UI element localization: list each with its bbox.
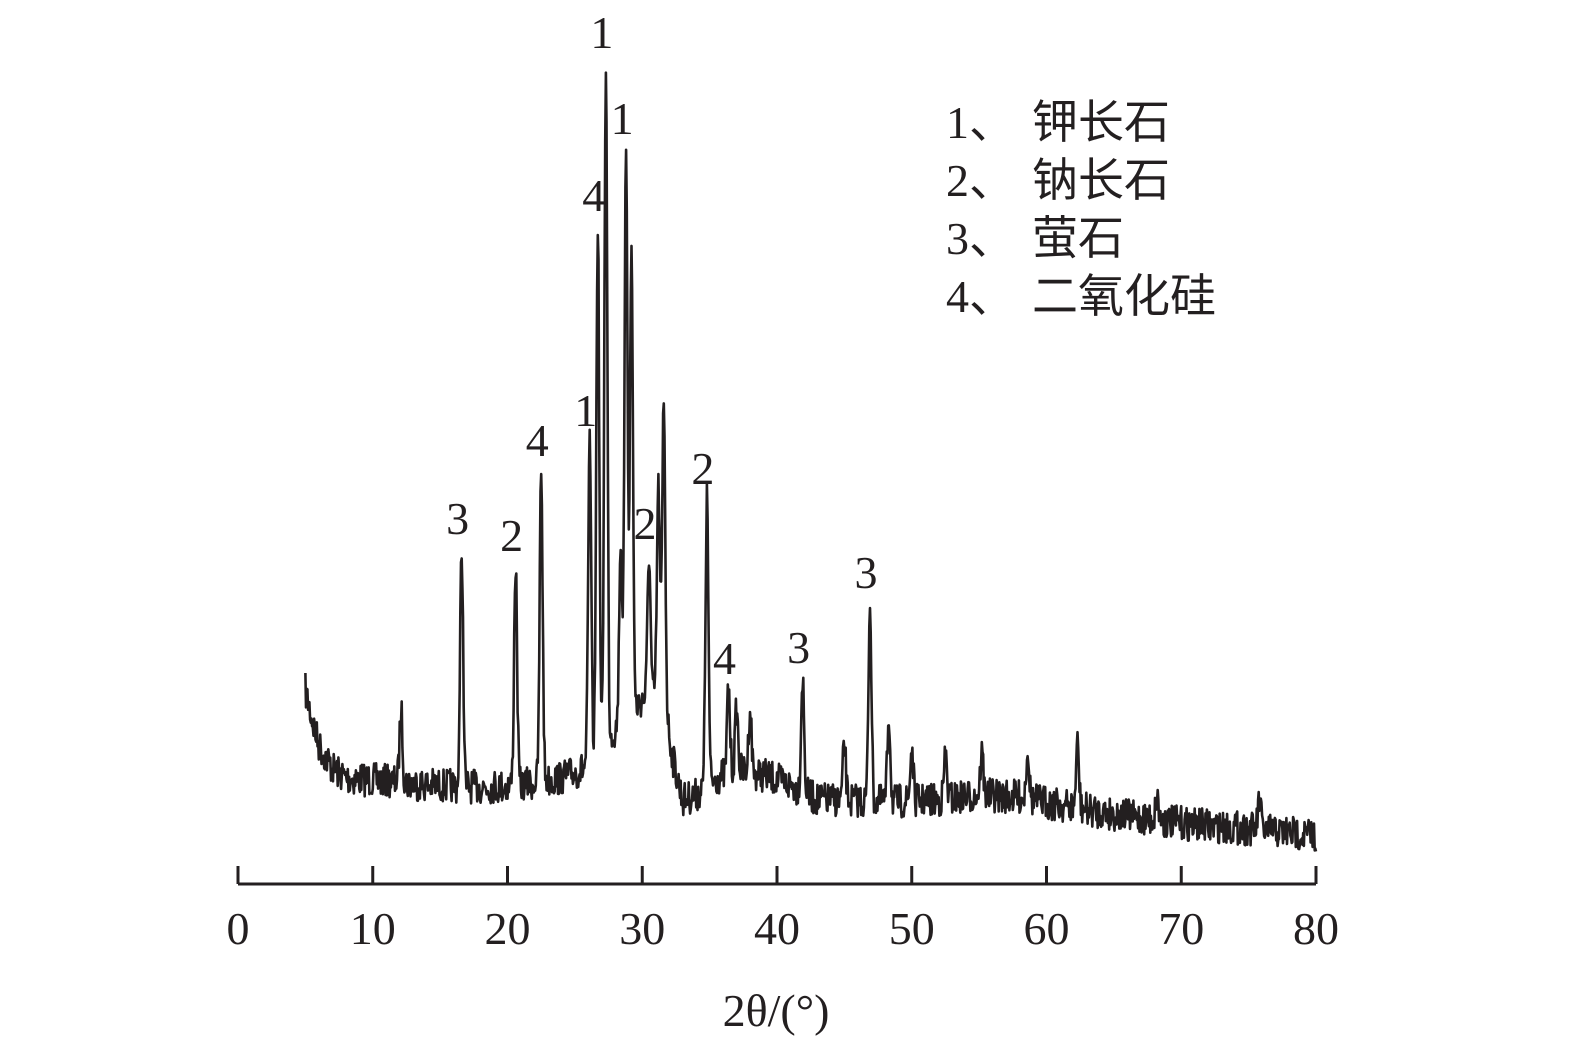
peak-label: 1 (590, 7, 613, 58)
x-axis-title: 2θ/(°) (723, 985, 830, 1036)
peak-label: 4 (526, 415, 549, 466)
x-tick-label: 70 (1158, 903, 1204, 954)
peak-label: 1 (611, 93, 634, 144)
peak-label: 2 (633, 498, 656, 549)
xrd-line (304, 71, 1318, 852)
peak-label: 1 (574, 385, 597, 436)
legend-item: 2、 钠长石 (946, 155, 1170, 206)
peak-label: 3 (446, 493, 469, 544)
peak-label: 3 (787, 622, 810, 673)
x-tick-label: 40 (754, 903, 800, 954)
x-axis-ticks: 0 10 20 30 40 50 60 70 80 (227, 866, 1339, 954)
x-tick-label: 80 (1293, 903, 1339, 954)
legend-item: 1、 钾长石 (946, 97, 1170, 148)
legend-item: 3、 萤石 (946, 213, 1124, 264)
x-tick-label: 20 (485, 903, 531, 954)
x-tick-label: 50 (889, 903, 935, 954)
peak-label: 2 (500, 510, 523, 561)
xrd-pattern (304, 71, 1318, 852)
x-tick-label: 30 (619, 903, 665, 954)
peak-label: 4 (582, 170, 605, 221)
x-tick-label: 10 (350, 903, 396, 954)
peak-label: 4 (713, 633, 736, 684)
x-tick-label: 0 (227, 903, 250, 954)
legend-item: 4、 二氧化硅 (946, 271, 1216, 322)
peak-label: 2 (691, 443, 714, 494)
legend: 1、 钾长石 2、 钠长石 3、 萤石 4、 二氧化硅 (946, 97, 1216, 322)
x-tick-label: 60 (1024, 903, 1070, 954)
peak-label: 3 (854, 547, 877, 598)
